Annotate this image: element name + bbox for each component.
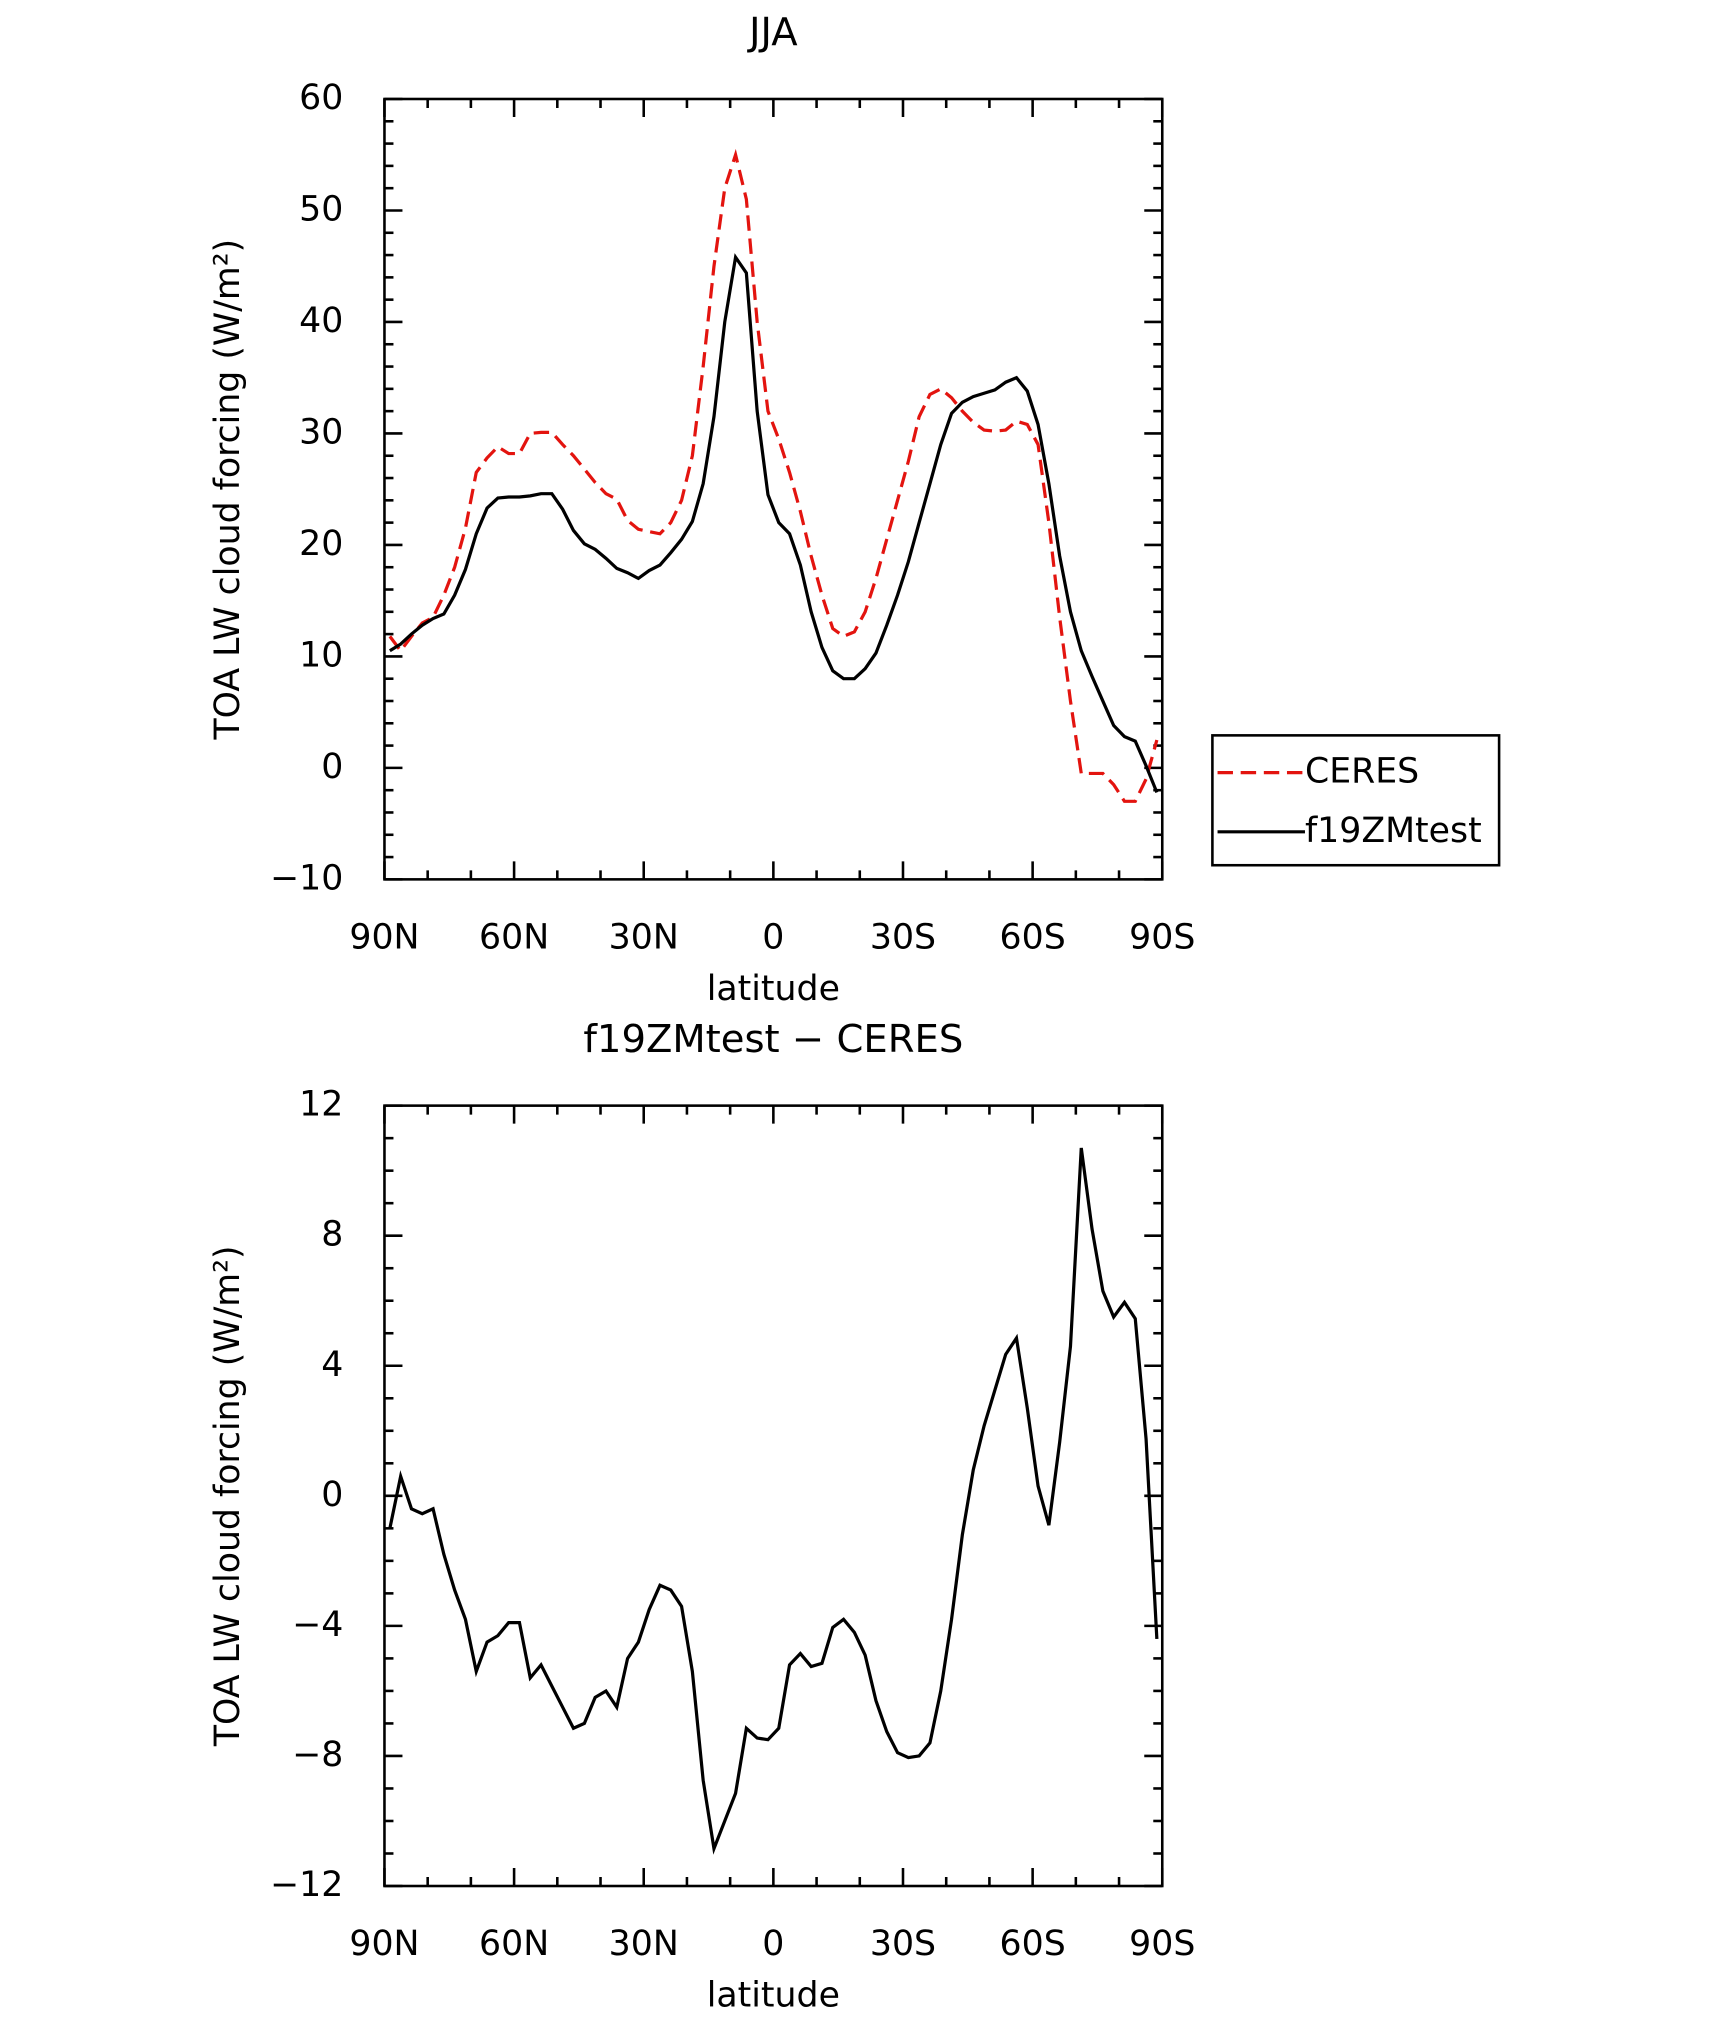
y-axis-label: TOA LW cloud forcing (W/m²) (208, 1245, 248, 1747)
x-tick-label: 90S (1129, 918, 1195, 958)
data-line (389, 253, 1159, 794)
y-tick-label: 0 (321, 747, 343, 787)
x-tick-label: 30N (609, 918, 679, 958)
chart-title: f19ZMtest − CERES (583, 1017, 963, 1062)
y-tick-label: 60 (299, 78, 343, 118)
y-tick-label: 0 (321, 1475, 343, 1515)
chart-title: JJA (747, 10, 798, 55)
data-line (388, 1147, 1159, 1855)
plot: −12 −8 −4 0 4 8 12 90N 60N 30N 0 30S 60S 90S f19ZMtest… (208, 1017, 1195, 2016)
x-axis-label: latitude (707, 1976, 840, 2016)
y-tick-label: −4 (292, 1605, 343, 1645)
x-tick-label: 30S (870, 1924, 936, 1964)
legend-label: CERES (1305, 752, 1419, 792)
y-tick-label: −8 (292, 1735, 343, 1775)
plot-frame (383, 1104, 1164, 1888)
x-tick-label: 30S (870, 918, 936, 958)
x-tick-label: 60S (1000, 918, 1066, 958)
x-tick-label: 90N (349, 918, 419, 958)
legend-label: f19ZMtest (1305, 811, 1482, 851)
y-axis-label: TOA LW cloud forcing (W/m²) (208, 239, 248, 741)
y-tick-label: 10 (299, 635, 343, 675)
legend: CERES f19ZMtest (1211, 734, 1501, 867)
y-tick-label: −12 (270, 1865, 343, 1905)
x-tick-label: 90N (349, 1924, 419, 1964)
y-tick-label: 20 (299, 524, 343, 564)
y-tick-label: 4 (321, 1345, 343, 1385)
x-tick-label: 30N (609, 1924, 679, 1964)
y-tick-label: 12 (299, 1085, 343, 1125)
x-tick-label: 60N (479, 918, 549, 958)
data-line (388, 148, 1159, 803)
y-tick-label: −10 (270, 858, 343, 898)
x-tick-label: 0 (762, 1924, 784, 1964)
y-tick-label: 40 (299, 301, 343, 341)
x-tick-label: 60S (1000, 1924, 1066, 1964)
y-tick-label: 8 (321, 1215, 343, 1255)
x-axis-label: latitude (707, 969, 840, 1009)
y-tick-label: 50 (299, 189, 343, 229)
y-tick-label: 30 (299, 412, 343, 452)
x-tick-label: 90S (1129, 1924, 1195, 1964)
x-tick-label: 0 (762, 918, 784, 958)
legend-box (1211, 734, 1501, 867)
x-tick-label: 60N (479, 1924, 549, 1964)
plot: −10 0 10 20 30 40 50 60 90N 60N 30N 0 30S 60S 90S JJA la… (208, 10, 1195, 1009)
